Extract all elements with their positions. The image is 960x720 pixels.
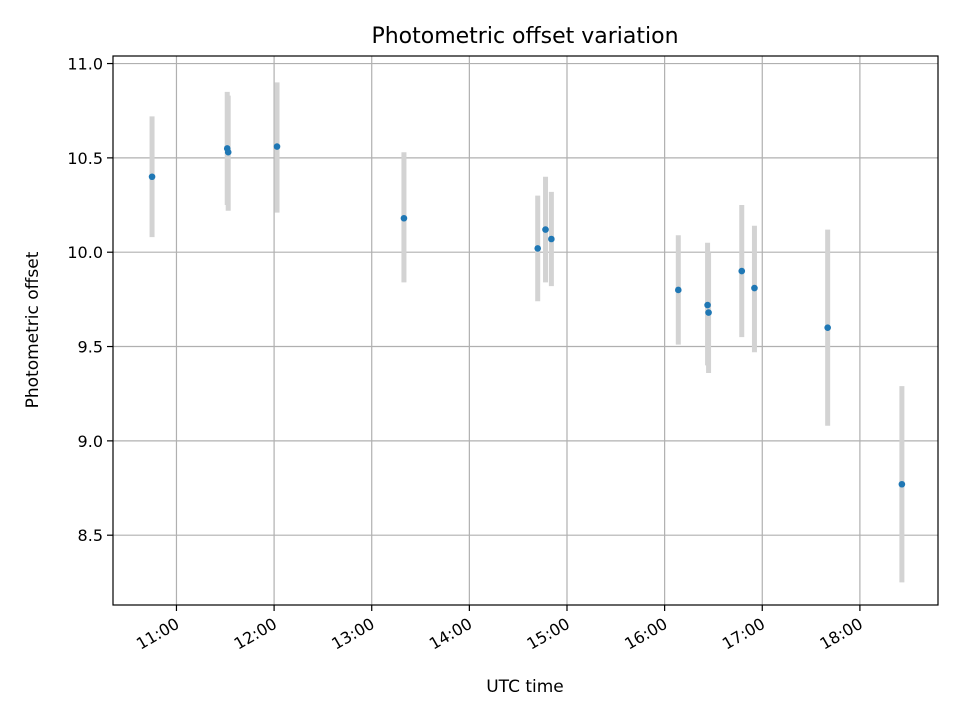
- data-point: [400, 214, 408, 222]
- y-tick-label: 8.5: [78, 526, 103, 545]
- y-axis-ticks: 8.5 9.0 9.5 10.0 10.5 11.0: [67, 55, 113, 545]
- data-points: [148, 143, 906, 488]
- data-point: [898, 480, 906, 488]
- data-point: [824, 324, 831, 331]
- chart-title: Photometric offset variation: [371, 24, 678, 49]
- y-tick-label: 9.0: [78, 432, 103, 451]
- data-point: [705, 309, 712, 316]
- data-point: [534, 245, 542, 252]
- data-point: [548, 235, 555, 243]
- data-point: [273, 143, 281, 150]
- data-point: [148, 173, 156, 181]
- y-tick-label: 10.5: [67, 149, 103, 168]
- x-axis-label: UTC time: [486, 677, 564, 697]
- grid: [113, 56, 938, 605]
- y-axis-label: Photometric offset: [23, 251, 43, 408]
- data-point: [224, 148, 232, 156]
- y-tick-label: 11.0: [67, 55, 103, 74]
- data-point: [704, 301, 711, 309]
- data-point: [738, 267, 746, 275]
- data-point: [751, 284, 758, 292]
- y-tick-label: 9.5: [78, 338, 103, 357]
- data-point: [542, 226, 549, 233]
- data-point: [674, 286, 682, 294]
- plot-frame: [112, 55, 939, 606]
- y-tick-label: 10.0: [67, 243, 103, 262]
